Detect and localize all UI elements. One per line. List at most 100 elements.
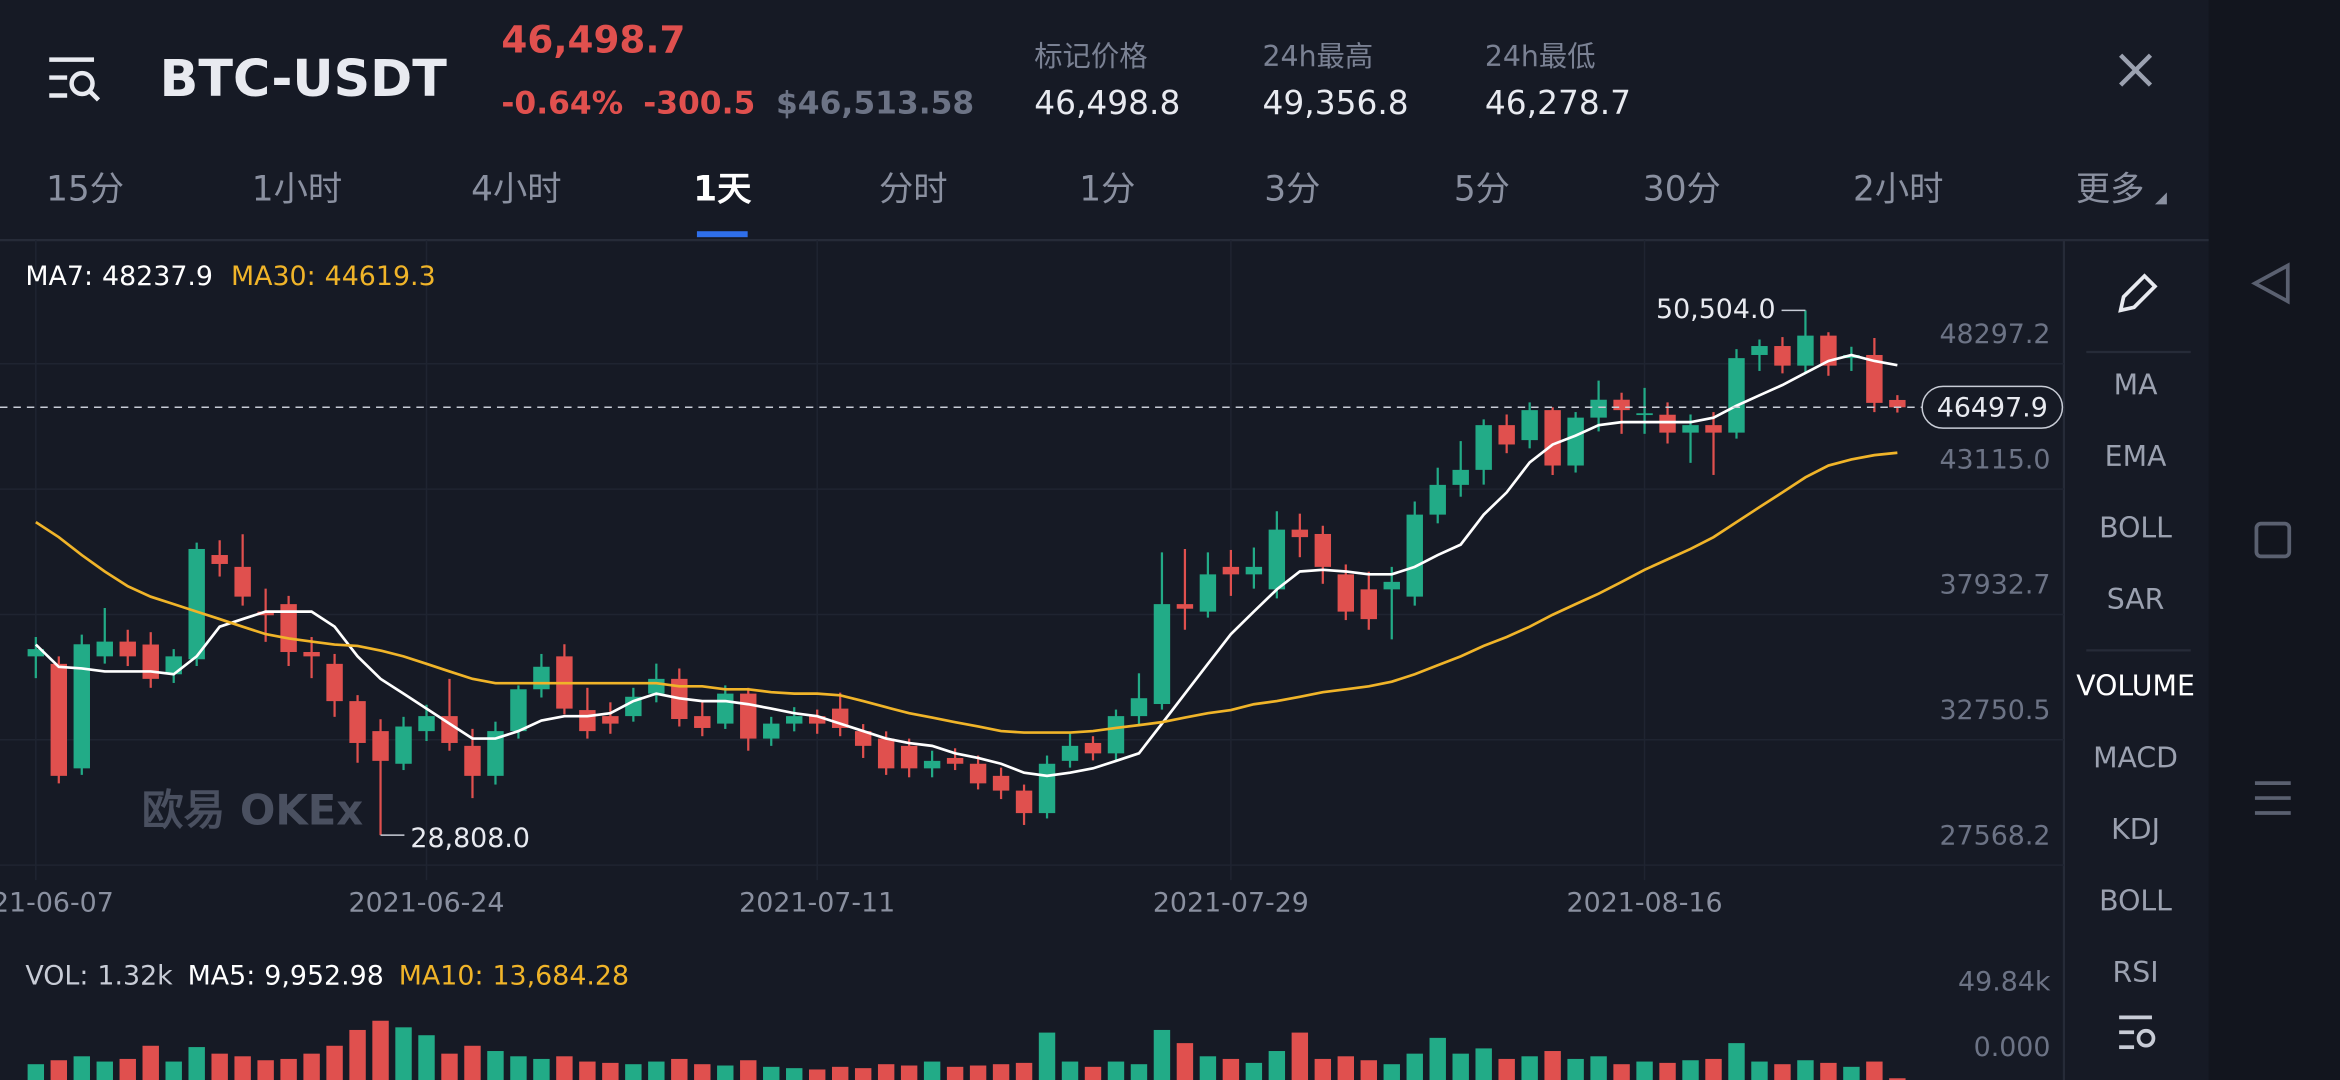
- candle-body: [1015, 790, 1033, 814]
- volume-bar: [1406, 1053, 1423, 1080]
- volume-bar: [372, 1020, 389, 1080]
- home-button[interactable]: [2254, 521, 2292, 559]
- indicator-option[interactable]: SAR: [2107, 583, 2165, 616]
- volume-bar: [1544, 1051, 1561, 1080]
- dropdown-arrow: [2154, 192, 2167, 205]
- candle-body: [1245, 566, 1263, 575]
- legend-name: MA10:: [399, 961, 484, 992]
- tab[interactable]: 分时: [879, 169, 948, 209]
- edit-icon[interactable]: [2118, 273, 2158, 313]
- y-tick-label: 0.000: [1974, 1032, 2051, 1063]
- y-tick-label: 37932.7: [1939, 570, 2050, 601]
- candle-body: [1659, 414, 1676, 433]
- candle-body: [96, 641, 113, 657]
- candle-body: [1820, 335, 1837, 366]
- volume-bar: [1567, 1058, 1584, 1080]
- tab[interactable]: 4小时: [471, 169, 561, 209]
- legend-value: 44619.3: [325, 261, 436, 292]
- indicator-option[interactable]: MACD: [2093, 741, 2178, 774]
- indicator-option[interactable]: MA: [2114, 368, 2158, 401]
- volume-bar: [809, 1069, 826, 1080]
- volume-bar: [1107, 1061, 1125, 1080]
- x-tick-label: 2021-07-11: [739, 887, 895, 918]
- volume-bar: [27, 1064, 45, 1080]
- tab[interactable]: 1分: [1079, 169, 1135, 209]
- candle-body: [1521, 410, 1538, 441]
- tab[interactable]: 1天: [693, 169, 752, 209]
- candle-body: [1728, 358, 1745, 433]
- volume-bar: [418, 1035, 435, 1080]
- tab[interactable]: 5分: [1454, 169, 1510, 209]
- candle-body: [441, 716, 458, 743]
- candle-body: [510, 689, 527, 732]
- volume-bar: [763, 1066, 780, 1080]
- volume-bar: [1291, 1032, 1309, 1080]
- recent-button[interactable]: [2254, 781, 2291, 815]
- candle-body: [119, 641, 136, 657]
- indicator-option[interactable]: BOLL: [2099, 512, 2172, 545]
- candle-body: [1866, 354, 1883, 403]
- volume-bar: [1337, 1056, 1355, 1080]
- tab[interactable]: 30分: [1643, 169, 1721, 209]
- volume-bar: [1843, 1066, 1860, 1080]
- tab[interactable]: 3分: [1264, 169, 1320, 209]
- legend-name: VOL:: [25, 961, 88, 992]
- indicator-option[interactable]: KDJ: [2111, 813, 2160, 846]
- candle-body: [1682, 425, 1699, 433]
- tab[interactable]: 2小时: [1853, 169, 1943, 209]
- settings-icon[interactable]: [2119, 1015, 2156, 1050]
- volume-bar: [142, 1045, 159, 1080]
- volume-bar: [1199, 1056, 1217, 1080]
- y-tick-label: 48297.2: [1939, 319, 2050, 350]
- candle-body: [579, 710, 596, 732]
- volume-bar: [1498, 1058, 1515, 1080]
- candle-body: [900, 745, 918, 769]
- candle-body: [1176, 604, 1194, 609]
- stat-label: 标记价格: [1034, 40, 1147, 73]
- volume-bar: [671, 1058, 688, 1080]
- candle-body: [1222, 566, 1240, 575]
- volume-bar: [1728, 1043, 1745, 1080]
- tab-indicator: [696, 231, 748, 238]
- indicator-option[interactable]: VOLUME: [2076, 670, 2195, 703]
- icon-circle: [69, 70, 95, 97]
- tab[interactable]: 1小时: [252, 169, 342, 209]
- candle-body: [786, 716, 803, 724]
- volume-bar: [969, 1065, 987, 1080]
- volume-bar: [854, 1068, 872, 1080]
- candle-body: [1843, 354, 1860, 359]
- symbol[interactable]: BTC-USDT: [160, 49, 448, 108]
- stat-value: 46,278.7: [1485, 84, 1631, 122]
- tab[interactable]: 更多: [2076, 169, 2145, 209]
- indicator-option[interactable]: RSI: [2113, 956, 2159, 989]
- legend-value: 48237.9: [102, 261, 213, 292]
- volume-bar: [1452, 1053, 1469, 1080]
- candle-body: [1774, 346, 1791, 366]
- icon-path: [2118, 273, 2158, 313]
- volume-bar: [717, 1065, 734, 1080]
- indicator-option[interactable]: BOLL: [2099, 884, 2172, 917]
- tab[interactable]: 15分: [46, 169, 124, 209]
- candle-body: [27, 649, 45, 657]
- candle-body: [877, 738, 895, 769]
- volume-bar: [1613, 1064, 1630, 1080]
- system-nav: [2251, 262, 2292, 815]
- volume-bar: [900, 1065, 918, 1080]
- x-tick-label: 2021-07-29: [1153, 887, 1309, 918]
- close-button[interactable]: [2119, 53, 2153, 87]
- indicator-option[interactable]: EMA: [2105, 440, 2167, 473]
- candle-body: [854, 731, 872, 746]
- stat-label: 24h最高: [1263, 40, 1374, 73]
- menu-icon[interactable]: [49, 57, 101, 102]
- volume-bar: [923, 1061, 941, 1080]
- min-label: 28,808.0: [410, 823, 530, 854]
- stat-value: 49,356.8: [1263, 84, 1409, 122]
- volume-bar: [740, 1060, 757, 1080]
- volume-bar: [1705, 1058, 1722, 1080]
- volume-bar: [303, 1053, 320, 1080]
- candle-body: [73, 644, 90, 769]
- candle-body: [188, 548, 205, 660]
- back-button[interactable]: [2251, 262, 2290, 305]
